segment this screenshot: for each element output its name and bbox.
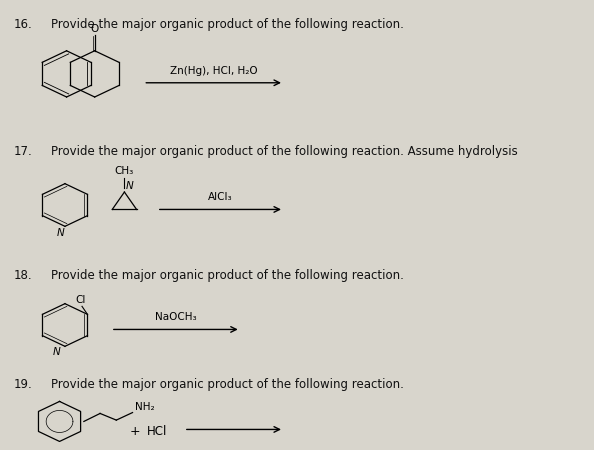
Text: Cl: Cl	[76, 296, 86, 306]
Text: +: +	[130, 425, 141, 438]
Text: N: N	[57, 229, 65, 238]
Text: CH₃: CH₃	[115, 166, 134, 176]
Text: NH₂: NH₂	[135, 402, 154, 412]
Text: N: N	[53, 347, 61, 357]
Text: Provide the major organic product of the following reaction. Assume hydrolysis: Provide the major organic product of the…	[52, 145, 518, 158]
Text: AlCl₃: AlCl₃	[208, 192, 233, 202]
Text: 19.: 19.	[14, 378, 32, 392]
Text: HCl: HCl	[147, 425, 167, 438]
Text: O: O	[90, 24, 99, 34]
Text: Provide the major organic product of the following reaction.: Provide the major organic product of the…	[52, 18, 405, 32]
Text: 17.: 17.	[14, 145, 32, 158]
Text: Provide the major organic product of the following reaction.: Provide the major organic product of the…	[52, 270, 405, 283]
Text: 16.: 16.	[14, 18, 32, 32]
Text: Provide the major organic product of the following reaction.: Provide the major organic product of the…	[52, 378, 405, 392]
Text: NaOCH₃: NaOCH₃	[155, 312, 197, 322]
Text: N: N	[125, 181, 133, 191]
Text: Zn(Hg), HCl, H₂O: Zn(Hg), HCl, H₂O	[170, 66, 257, 76]
Text: 18.: 18.	[14, 270, 32, 283]
